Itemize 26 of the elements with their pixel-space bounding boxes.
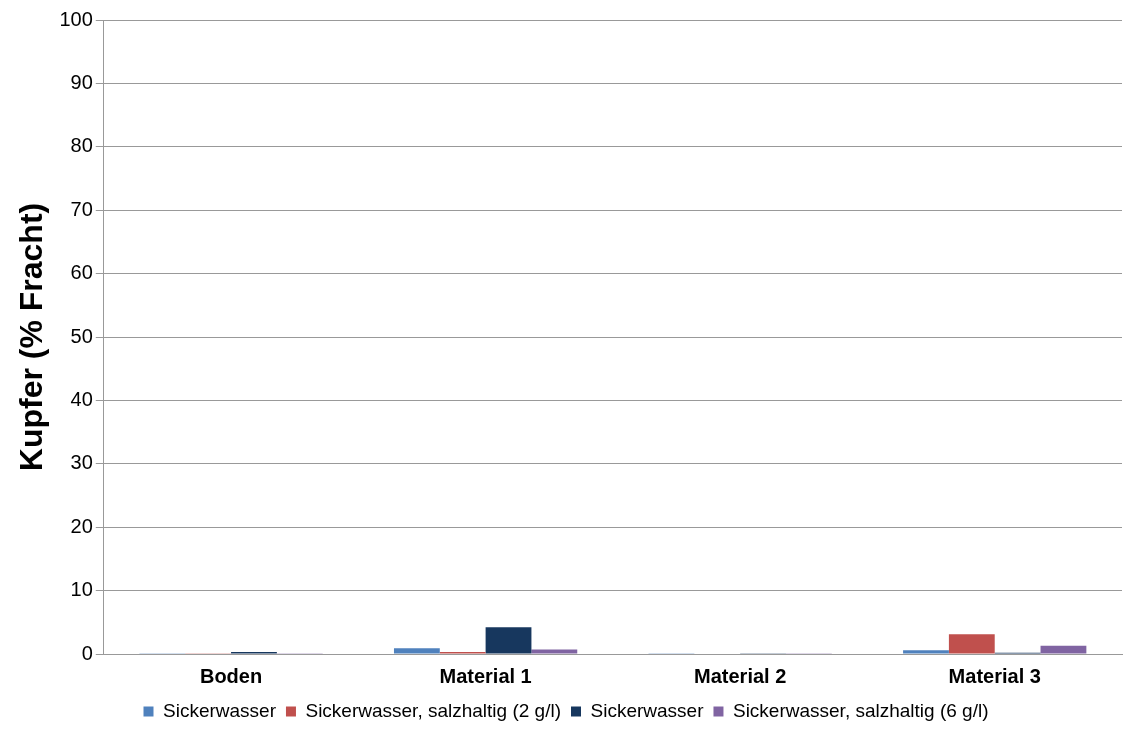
y-tick-label: 40 (70, 387, 93, 410)
y-tick-label: 80 (70, 134, 93, 157)
y-tick-label: 20 (70, 514, 93, 537)
y-tick-label: 10 (70, 578, 93, 601)
bar (1040, 645, 1087, 654)
bar (531, 649, 578, 654)
y-tick-label: 0 (81, 641, 93, 664)
y-tick-label: 90 (70, 70, 93, 93)
bar (485, 627, 532, 654)
legend-label: Sickerwasser, salzhaltig (6 g/l) (732, 699, 989, 721)
x-tick-label: Boden (199, 664, 263, 687)
y-tick-label: 60 (70, 261, 93, 284)
bar (393, 648, 440, 654)
x-tick-label: Material 2 (694, 664, 787, 687)
bar (903, 650, 949, 654)
bar (948, 634, 995, 654)
legend-label: Sickerwasser (590, 699, 705, 721)
y-axis-title: Kupfer (% Fracht) (13, 202, 50, 472)
y-tick-label: 100 (59, 7, 93, 30)
x-tick-label: Material 1 (439, 664, 532, 687)
y-tick-label: 30 (70, 451, 93, 474)
y-tick-label: 50 (70, 324, 93, 347)
x-tick-label: Material 3 (948, 664, 1041, 687)
legend-label: Sickerwasser (162, 699, 277, 721)
legend-label: Sickerwasser, salzhaltig (2 g/l) (305, 699, 562, 721)
y-tick-label: 70 (70, 197, 93, 220)
